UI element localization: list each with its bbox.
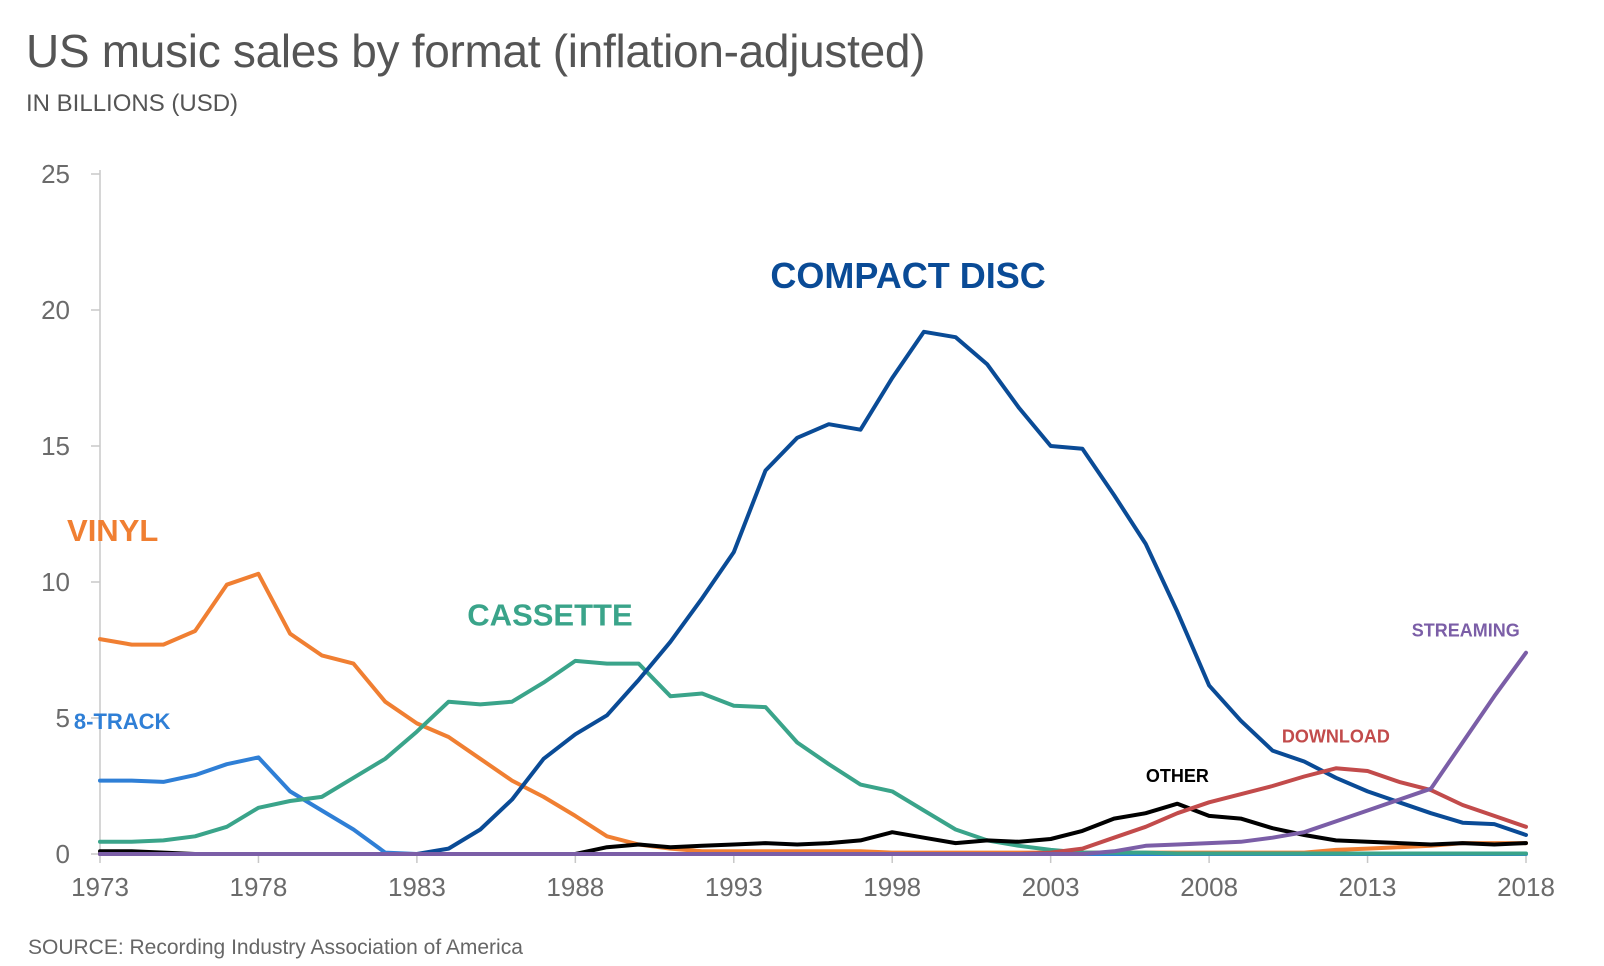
- x-tick-label: 2018: [1497, 872, 1555, 902]
- y-tick-label: 5: [56, 703, 70, 733]
- y-tick-label: 25: [41, 159, 70, 189]
- series-label-compact-disc: COMPACT DISC: [770, 255, 1045, 296]
- y-tick-label: 20: [41, 295, 70, 325]
- y-tick-label: 0: [56, 839, 70, 869]
- series-label-other: OTHER: [1146, 766, 1209, 786]
- series-labels: VINYL 8-TRACK CASSETTE COMPACT DISC OTHER DOW…: [67, 255, 1520, 786]
- series-lines: [98, 329, 1528, 856]
- series-line-vinyl: [98, 571, 1528, 855]
- series-line-cassette: [98, 658, 1528, 856]
- x-tick-label: 1983: [388, 872, 446, 902]
- x-tick-label: 1988: [546, 872, 604, 902]
- y-tick-label: 10: [41, 567, 70, 597]
- x-tick-label: 1998: [863, 872, 921, 902]
- series-label-download: DOWNLOAD: [1282, 726, 1390, 746]
- x-tick-label: 2013: [1339, 872, 1397, 902]
- series-line-download: [98, 766, 1528, 856]
- chart-title: US music sales by format (inflation-adju…: [26, 25, 926, 77]
- series-line-streaming: [98, 650, 1528, 856]
- series-label-vinyl: VINYL: [67, 513, 158, 548]
- series-label-8-track: 8-TRACK: [74, 709, 171, 734]
- x-tick-label: 1973: [71, 872, 129, 902]
- series-label-cassette: CASSETTE: [467, 598, 632, 633]
- source-note: SOURCE: Recording Industry Association o…: [28, 936, 523, 959]
- series-label-streaming: STREAMING: [1412, 620, 1520, 640]
- x-tick-label: 1978: [230, 872, 288, 902]
- y-tick-label: 15: [41, 431, 70, 461]
- x-tick-label: 2008: [1180, 872, 1238, 902]
- x-tick-label: 1993: [705, 872, 763, 902]
- series-line-8-track: [98, 755, 1528, 856]
- chart-subtitle: IN BILLIONS (USD): [26, 90, 239, 117]
- axes: 0 5 10 15 20 25 1973 1978 1983 1988 1993 1998 2003 20…: [41, 159, 1555, 902]
- x-tick-label: 2003: [1022, 872, 1080, 902]
